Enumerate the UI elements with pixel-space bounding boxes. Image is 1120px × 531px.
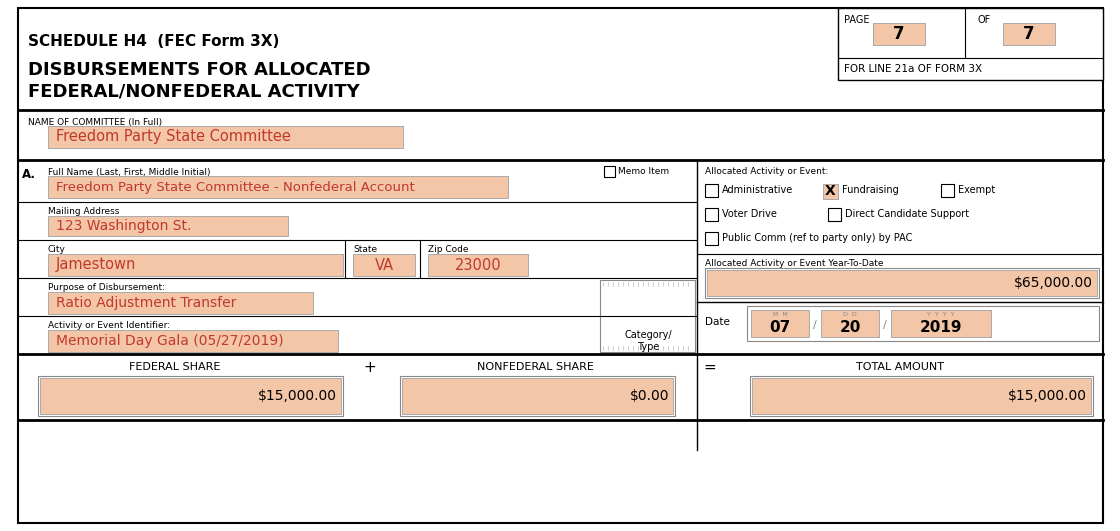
Bar <box>48 216 288 236</box>
Bar <box>704 232 718 245</box>
Text: Zip Code: Zip Code <box>428 245 468 254</box>
Text: 2019: 2019 <box>920 321 962 336</box>
Text: M  M: M M <box>773 312 787 316</box>
Text: Category/
Type: Category/ Type <box>625 330 672 352</box>
Bar <box>821 310 879 337</box>
Text: DISBURSEMENTS FOR ALLOCATED: DISBURSEMENTS FOR ALLOCATED <box>28 61 371 79</box>
Text: $15,000.00: $15,000.00 <box>258 389 337 403</box>
Bar <box>752 310 809 337</box>
Text: NONFEDERAL SHARE: NONFEDERAL SHARE <box>477 362 594 372</box>
Bar <box>18 420 1103 523</box>
Bar <box>752 378 1091 414</box>
Text: $15,000.00: $15,000.00 <box>1008 389 1088 403</box>
Text: Activity or Event Identifier:: Activity or Event Identifier: <box>48 321 170 330</box>
Text: PAGE: PAGE <box>844 15 869 25</box>
Text: $65,000.00: $65,000.00 <box>1014 276 1093 290</box>
Text: Jamestown: Jamestown <box>56 258 137 272</box>
Bar <box>838 8 1103 80</box>
Text: D  D: D D <box>843 312 857 316</box>
Bar <box>747 306 1099 341</box>
Text: Administrative: Administrative <box>722 185 793 195</box>
Text: =: = <box>703 359 717 374</box>
Bar <box>353 254 416 276</box>
Bar <box>40 378 340 414</box>
Text: Purpose of Disbursement:: Purpose of Disbursement: <box>48 284 165 293</box>
Text: OF: OF <box>977 15 990 25</box>
Text: Date: Date <box>704 317 730 327</box>
Bar <box>38 376 343 416</box>
Text: 07: 07 <box>769 321 791 336</box>
Text: 123 Washington St.: 123 Washington St. <box>56 219 192 233</box>
Bar <box>707 270 1096 296</box>
Text: Freedom Party State Committee: Freedom Party State Committee <box>56 130 291 144</box>
Text: +: + <box>364 359 376 374</box>
Text: Y  Y  Y  Y: Y Y Y Y <box>927 312 954 316</box>
Text: State: State <box>353 245 377 254</box>
Text: Freedom Party State Committee - Nonfederal Account: Freedom Party State Committee - Nonfeder… <box>56 181 414 193</box>
Text: Exempt: Exempt <box>958 185 996 195</box>
Bar <box>941 184 954 197</box>
Text: Memorial Day Gala (05/27/2019): Memorial Day Gala (05/27/2019) <box>56 334 283 348</box>
Text: Direct Candidate Support: Direct Candidate Support <box>844 209 969 219</box>
Text: Full Name (Last, First, Middle Initial): Full Name (Last, First, Middle Initial) <box>48 167 211 176</box>
Bar <box>823 184 838 199</box>
Text: Mailing Address: Mailing Address <box>48 208 120 217</box>
Bar <box>750 376 1093 416</box>
Bar <box>892 310 991 337</box>
Bar <box>828 208 841 221</box>
Bar <box>600 280 696 352</box>
Text: 23000: 23000 <box>455 258 502 272</box>
Text: Allocated Activity or Event Year-To-Date: Allocated Activity or Event Year-To-Date <box>704 260 884 269</box>
Text: /: / <box>884 320 887 330</box>
Text: $0.00: $0.00 <box>629 389 669 403</box>
Bar <box>48 254 343 276</box>
Bar <box>704 184 718 197</box>
Bar <box>48 126 403 148</box>
Bar <box>704 208 718 221</box>
Text: VA: VA <box>374 258 393 272</box>
Text: 7: 7 <box>893 25 905 43</box>
Text: Fundraising: Fundraising <box>842 185 898 195</box>
Bar <box>48 292 312 314</box>
Text: Voter Drive: Voter Drive <box>722 209 777 219</box>
Text: TOTAL AMOUNT: TOTAL AMOUNT <box>856 362 944 372</box>
Text: 7: 7 <box>1024 25 1035 43</box>
Bar <box>400 376 675 416</box>
Text: NAME OF COMMITTEE (In Full): NAME OF COMMITTEE (In Full) <box>28 117 162 126</box>
Text: SCHEDULE H4  (FEC Form 3X): SCHEDULE H4 (FEC Form 3X) <box>28 35 279 49</box>
Text: Memo Item: Memo Item <box>618 167 669 176</box>
Text: FEDERAL SHARE: FEDERAL SHARE <box>129 362 221 372</box>
Bar <box>48 330 338 352</box>
Text: /: / <box>813 320 816 330</box>
Text: Ratio Adjustment Transfer: Ratio Adjustment Transfer <box>56 296 236 310</box>
Text: FEDERAL/NONFEDERAL ACTIVITY: FEDERAL/NONFEDERAL ACTIVITY <box>28 83 360 101</box>
Bar <box>402 378 673 414</box>
Text: Allocated Activity or Event:: Allocated Activity or Event: <box>704 167 829 176</box>
Text: 20: 20 <box>839 321 860 336</box>
Text: Public Comm (ref to party only) by PAC: Public Comm (ref to party only) by PAC <box>722 233 913 243</box>
Bar <box>872 23 925 45</box>
Text: X: X <box>824 184 836 198</box>
Text: A.: A. <box>22 167 36 181</box>
Bar <box>48 176 508 198</box>
Text: FOR LINE 21a OF FORM 3X: FOR LINE 21a OF FORM 3X <box>844 64 982 74</box>
Text: City: City <box>48 245 66 254</box>
Bar <box>428 254 528 276</box>
Bar <box>704 268 1099 298</box>
Bar <box>1004 23 1055 45</box>
Bar <box>604 166 615 177</box>
